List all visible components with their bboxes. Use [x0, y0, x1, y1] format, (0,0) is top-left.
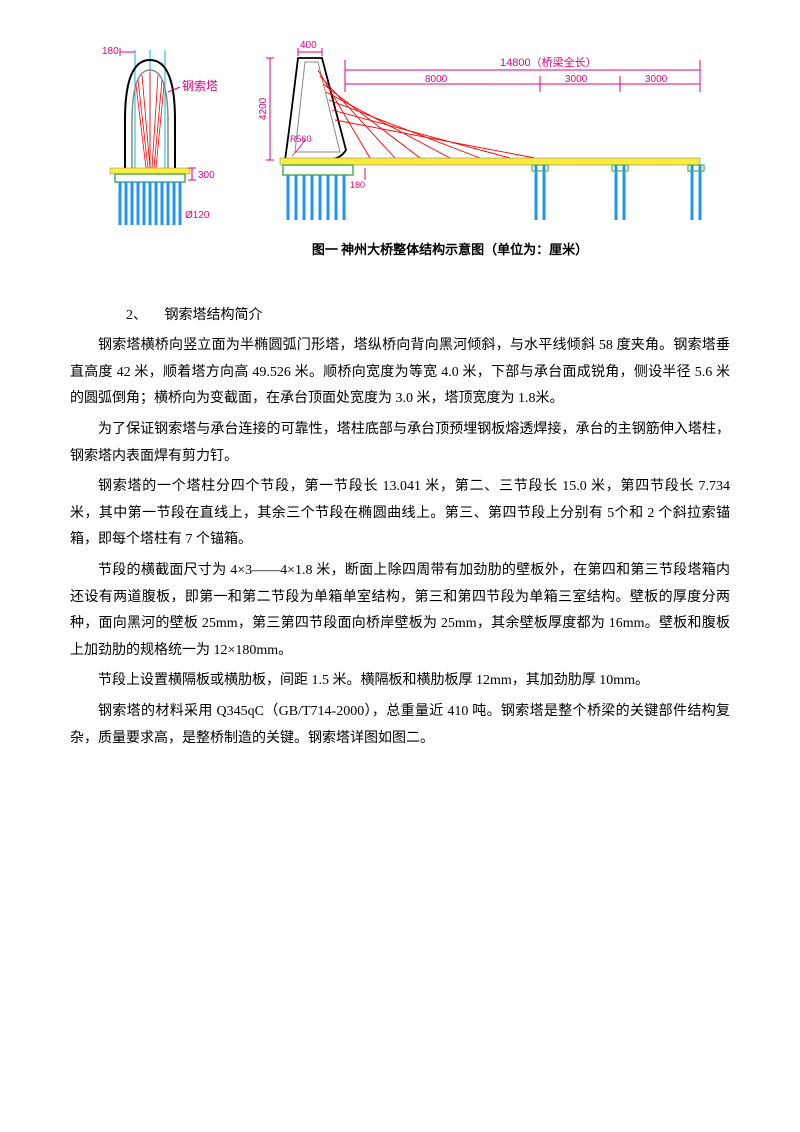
- para-2: 为了保证钢索塔与承台连接的可靠性，塔柱底部与承台顶预埋钢板熔透焊接，承台的主钢筋…: [70, 417, 730, 470]
- dim-r560: R560: [290, 134, 312, 144]
- section-num: 2、: [126, 308, 147, 323]
- section-title: 钢索塔结构简介: [165, 308, 263, 323]
- dim-180b: 180: [350, 180, 365, 190]
- para-3: 钢索塔的一个塔柱分四个节段，第一节段长 13.041 米，第二、三节段长 15.…: [70, 474, 730, 554]
- right-diagram: 400 14800（桥梁全长） 8000 3000 3000 4200 R560: [250, 40, 710, 230]
- dim-300: 300: [198, 170, 215, 181]
- dim-8000: 8000: [425, 74, 448, 85]
- dim-180: 180: [102, 46, 119, 57]
- dim-3000b: 3000: [645, 74, 668, 85]
- para-4: 节段的横截面尺寸为 4×3——4×1.8 米，断面上除四周带有加劲肋的壁板外，在…: [70, 558, 730, 664]
- dim-phi120: Ø120: [185, 210, 210, 221]
- dim-4200: 4200: [258, 97, 269, 120]
- left-diagram: 180 钢索塔 300: [80, 40, 230, 230]
- para-5: 节段上设置横隔板或横肋板，间距 1.5 米。横隔板和横肋板厚 12mm，其加劲肋…: [70, 668, 730, 695]
- dim-3000a: 3000: [565, 74, 588, 85]
- section-header: 2、 钢索塔结构简介: [126, 303, 730, 330]
- figure-caption: 图一 神州大桥整体结构示意图（单位为：厘米）: [170, 238, 730, 263]
- para-1: 钢索塔横桥向竖立面为半椭圆弧门形塔，塔纵桥向背向黑河倾斜，与水平线倾斜 58 度…: [70, 333, 730, 413]
- dim-14800: 14800（桥梁全长）: [500, 55, 597, 69]
- dim-400: 400: [300, 40, 317, 51]
- para-6: 钢索塔的材料采用 Q345qC（GB/T714-2000），总重量近 410 吨…: [70, 699, 730, 752]
- label-tower: 钢索塔: [182, 79, 218, 93]
- diagram-area: 180 钢索塔 300: [80, 40, 730, 230]
